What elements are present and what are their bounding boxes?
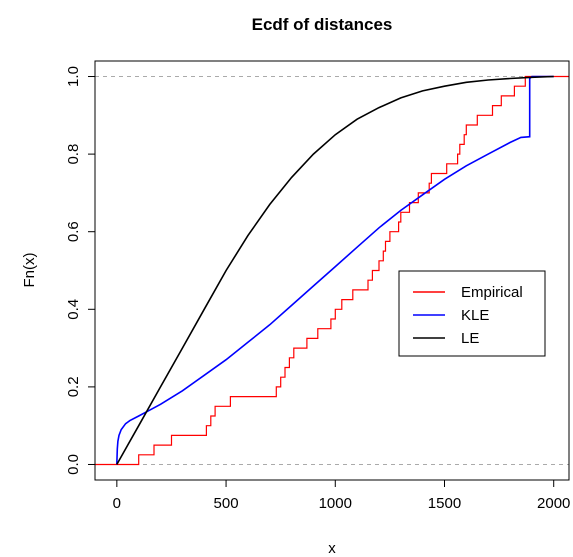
x-tick-label: 1000 <box>319 495 352 512</box>
series-line-le <box>116 75 554 465</box>
legend: Empirical KLE LE <box>398 270 546 357</box>
reference-lines <box>95 76 569 465</box>
legend-label-le: LE <box>461 330 479 347</box>
y-tick-label: 0.2 <box>65 376 82 397</box>
series-line-kle <box>116 75 554 465</box>
y-axis: 0.0 0.2 0.4 0.6 0.8 1.0 <box>65 66 96 475</box>
legend-label-kle: KLE <box>461 307 489 324</box>
y-tick-label: 0.8 <box>65 144 82 165</box>
series-layer <box>95 75 569 466</box>
chart-title: Ecdf of distances <box>252 15 393 34</box>
x-axis-label: x <box>328 540 336 557</box>
x-tick-label: 2000 <box>537 495 570 512</box>
y-axis-label: Fn(x) <box>21 253 38 288</box>
y-tick-label: 0.4 <box>65 299 82 320</box>
legend-label-empirical: Empirical <box>461 284 523 301</box>
x-tick-label: 500 <box>214 495 239 512</box>
x-tick-label: 0 <box>113 495 121 512</box>
x-axis: 0 500 1000 1500 2000 <box>113 479 570 512</box>
y-tick-label: 0.6 <box>65 221 82 242</box>
legend-box <box>398 270 546 357</box>
x-tick-label: 1500 <box>428 495 461 512</box>
series-line-empirical <box>95 75 569 466</box>
y-tick-label: 1.0 <box>65 66 82 87</box>
y-tick-label: 0.0 <box>65 454 82 475</box>
